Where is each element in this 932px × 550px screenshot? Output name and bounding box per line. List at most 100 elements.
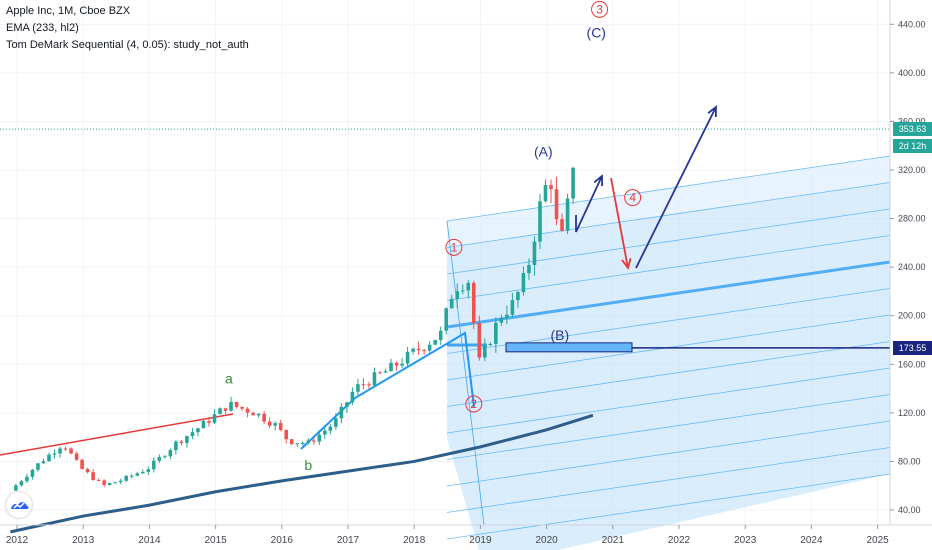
legend-ema[interactable]: EMA (233, hl2)	[6, 22, 79, 34]
y-tick-label: 120.00	[898, 408, 926, 418]
candle-body	[185, 436, 189, 443]
wave-label: b	[304, 457, 312, 473]
candle-body	[483, 345, 487, 358]
candle-body	[267, 421, 272, 426]
candle-body	[471, 282, 476, 324]
x-tick-label: 2016	[271, 535, 294, 546]
candle-body	[455, 291, 460, 299]
arrow-to-wave-4	[610, 177, 629, 269]
channel-line	[446, 235, 891, 301]
candle-body	[74, 453, 79, 460]
candle-body	[223, 408, 228, 411]
channel-fill	[447, 156, 890, 550]
candle-body	[505, 314, 509, 318]
candle-body	[433, 339, 437, 345]
candle-body	[444, 308, 448, 331]
candle-body	[383, 371, 388, 373]
candle-body	[52, 453, 57, 455]
arrow-to-wave-c	[575, 175, 603, 233]
candle-body	[41, 461, 46, 464]
candle-body	[427, 344, 432, 351]
candle-body	[389, 362, 393, 372]
x-tick-label: 2023	[734, 535, 757, 546]
candle-body	[400, 363, 404, 366]
tradingview-logo-icon[interactable]	[6, 492, 32, 518]
candle-body	[256, 413, 261, 416]
x-tick-label: 2012	[6, 535, 29, 546]
candle-body	[25, 476, 29, 482]
candle-body	[289, 439, 294, 445]
candle-body	[317, 434, 322, 442]
candles	[14, 167, 575, 491]
arrow-to-wave-5	[635, 106, 717, 269]
candle-body	[174, 441, 178, 451]
candle-body	[372, 372, 377, 386]
channel-line	[446, 367, 891, 434]
y-tick-label: 400.00	[898, 68, 926, 78]
legend-symbol[interactable]: Apple Inc, 1M, Cboe BZX	[6, 5, 131, 17]
candle-body	[549, 185, 553, 190]
wave-label: (C)	[587, 25, 606, 41]
countdown-label: 2d 12h	[893, 139, 932, 154]
trend-line-red	[0, 413, 234, 456]
channel-line	[446, 473, 891, 540]
y-tick-label: 240.00	[898, 262, 926, 272]
candle-body	[146, 469, 151, 472]
wave-circle	[624, 189, 642, 207]
candle-body	[107, 483, 112, 485]
x-tick-label: 2021	[602, 535, 625, 546]
y-tick-label: 360.00	[898, 116, 926, 126]
candle-body	[532, 241, 537, 266]
chart-legend: Apple Inc, 1M, Cboe BZX EMA (233, hl2) T…	[6, 3, 249, 54]
candle-body	[543, 185, 548, 202]
candle-body	[323, 430, 327, 435]
candle-body	[190, 432, 195, 437]
candle-body	[510, 300, 515, 315]
wave-label: 1	[451, 240, 458, 254]
candle-body	[516, 292, 520, 301]
candle-body	[422, 350, 426, 352]
candle-body	[273, 423, 277, 426]
candle-body	[438, 330, 443, 340]
candle-body	[163, 456, 167, 458]
candle-body	[152, 460, 156, 470]
candle-body	[565, 198, 570, 231]
candle-body	[207, 420, 211, 423]
y-tick-label: 440.00	[898, 19, 926, 29]
candle-body	[251, 412, 255, 416]
candle-body	[179, 441, 184, 443]
x-tick-label: 2019	[469, 535, 492, 546]
candle-body	[328, 426, 333, 431]
channel-line	[446, 208, 891, 275]
x-tick-label: 2022	[668, 535, 691, 546]
y-tick-label: 200.00	[898, 311, 926, 321]
y-tick-label: 80.00	[898, 456, 921, 466]
horizontal-level-label: 173.55	[893, 340, 932, 355]
x-tick-label: 2025	[866, 535, 889, 546]
candle-body	[466, 282, 471, 291]
channel-line	[446, 420, 891, 487]
candle-body	[30, 469, 35, 477]
candle-body	[47, 454, 51, 462]
candle-body	[554, 189, 559, 220]
pitchfork-median-line	[446, 260, 891, 329]
candle-body	[129, 475, 134, 477]
wave-label: (B)	[551, 327, 570, 343]
candle-body	[345, 402, 349, 407]
wave-label: a	[225, 371, 233, 387]
candle-body	[295, 443, 300, 445]
candle-body	[334, 418, 338, 427]
candle-body	[102, 480, 106, 485]
candle-body	[14, 485, 18, 491]
candle-body	[538, 201, 542, 242]
candle-body	[571, 167, 575, 199]
legend-td-sequential[interactable]: Tom DeMark Sequential (4, 0.05): study_n…	[6, 39, 249, 51]
candle-body	[118, 480, 123, 483]
candle-body	[196, 428, 200, 433]
candle-body	[527, 265, 531, 274]
candle-body	[356, 384, 360, 392]
channel-line	[446, 341, 891, 407]
candle-body	[168, 450, 173, 457]
